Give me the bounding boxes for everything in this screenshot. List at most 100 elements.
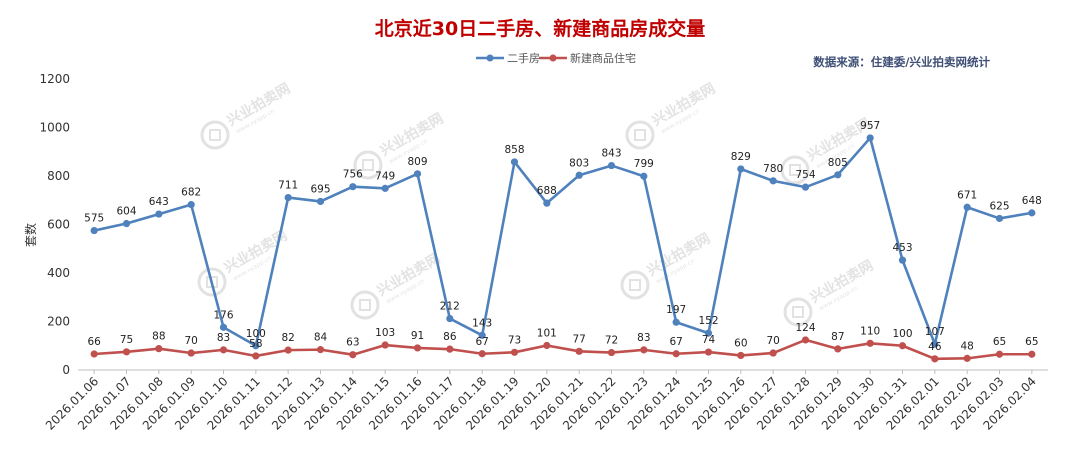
data-label: 87 (831, 331, 844, 343)
legend-marker-resale (486, 54, 494, 62)
y-tick-label: 800 (47, 169, 70, 183)
watermark-logo-mark (789, 164, 801, 176)
data-label: 91 (411, 330, 424, 342)
data-point (252, 352, 260, 360)
data-label: 671 (957, 189, 977, 201)
data-label: 77 (572, 333, 585, 345)
data-point (187, 349, 195, 357)
data-point (640, 172, 648, 180)
data-point (316, 197, 325, 206)
data-label: 648 (1022, 195, 1042, 207)
data-point (640, 346, 648, 354)
data-point (478, 331, 486, 339)
data-point (155, 210, 163, 218)
data-point (672, 350, 680, 358)
data-point (834, 171, 842, 179)
data-point (607, 161, 616, 170)
data-label: 58 (249, 338, 262, 350)
watermark-logo-icon (620, 270, 650, 300)
y-axis-label: 套数 (23, 223, 38, 247)
data-label: 107 (925, 326, 945, 338)
data-label: 604 (116, 206, 136, 218)
data-point (769, 349, 777, 357)
data-label: 643 (149, 196, 169, 208)
data-label: 72 (605, 335, 618, 347)
data-label: 799 (634, 158, 654, 170)
legend-label-new: 新建商品住宅 (570, 51, 636, 65)
data-point (963, 203, 971, 211)
series-line-0 (93, 136, 1033, 348)
data-point (737, 351, 745, 360)
data-point (478, 350, 486, 358)
data-point (834, 345, 842, 353)
data-label: 65 (1025, 336, 1038, 348)
data-point (995, 214, 1004, 223)
data-label: 100 (892, 328, 912, 340)
data-label: 103 (375, 327, 395, 339)
data-point (898, 342, 907, 350)
data-label: 84 (314, 332, 328, 344)
data-label: 754 (795, 169, 815, 181)
watermark-logo-icon (783, 297, 813, 327)
data-point (543, 341, 551, 350)
data-point (446, 314, 454, 323)
data-label: 858 (504, 144, 524, 156)
data-point (575, 171, 583, 179)
data-label: 46 (928, 341, 942, 353)
data-point (122, 219, 131, 228)
data-point (1028, 209, 1036, 217)
data-label: 711 (278, 180, 298, 192)
data-point (316, 346, 325, 354)
y-tick-label: 0 (62, 363, 70, 377)
data-label: 575 (84, 213, 104, 225)
data-point (866, 339, 874, 347)
chart-title: 北京近30日二手房、新建商品房成交量 (375, 17, 705, 40)
data-label: 110 (860, 325, 880, 337)
data-label: 48 (960, 340, 973, 352)
data-label: 780 (763, 163, 783, 175)
data-point (349, 183, 357, 191)
data-label: 695 (310, 183, 330, 195)
legend-label-resale: 二手房 (507, 51, 540, 65)
data-point (931, 340, 939, 348)
data-label: 809 (407, 156, 427, 168)
data-point (90, 226, 98, 235)
data-label: 688 (537, 185, 557, 197)
data-point (607, 348, 616, 357)
data-label: 625 (989, 200, 1009, 212)
data-label: 957 (860, 120, 880, 132)
data-label: 756 (343, 169, 363, 181)
data-point (187, 201, 195, 209)
data-point (801, 336, 810, 344)
data-label: 66 (87, 336, 101, 348)
source-note: 数据来源：住建委/兴业拍卖网统计 (813, 55, 990, 69)
data-point (543, 199, 551, 207)
data-label: 70 (184, 335, 197, 347)
watermark-logo-icon (625, 120, 655, 150)
watermark-logo-mark (634, 129, 646, 141)
data-label: 86 (443, 331, 457, 343)
data-point (704, 329, 713, 337)
data-label: 176 (213, 309, 233, 321)
data-label: 143 (472, 317, 492, 329)
data-point (672, 318, 680, 326)
data-label: 100 (246, 328, 266, 340)
data-point (866, 134, 874, 142)
data-label: 749 (375, 170, 395, 182)
y-tick-label: 600 (47, 218, 70, 232)
data-label: 65 (993, 336, 1006, 348)
data-label: 70 (766, 335, 779, 347)
data-point (575, 347, 583, 355)
legend-marker-new (549, 54, 557, 62)
y-tick-label: 400 (47, 266, 70, 280)
watermark-logo-mark (209, 129, 221, 141)
watermark-logo-mark (362, 159, 374, 171)
data-label: 829 (731, 151, 751, 163)
y-tick-label: 200 (47, 315, 70, 329)
data-label: 73 (508, 334, 521, 346)
data-label: 843 (601, 148, 621, 160)
